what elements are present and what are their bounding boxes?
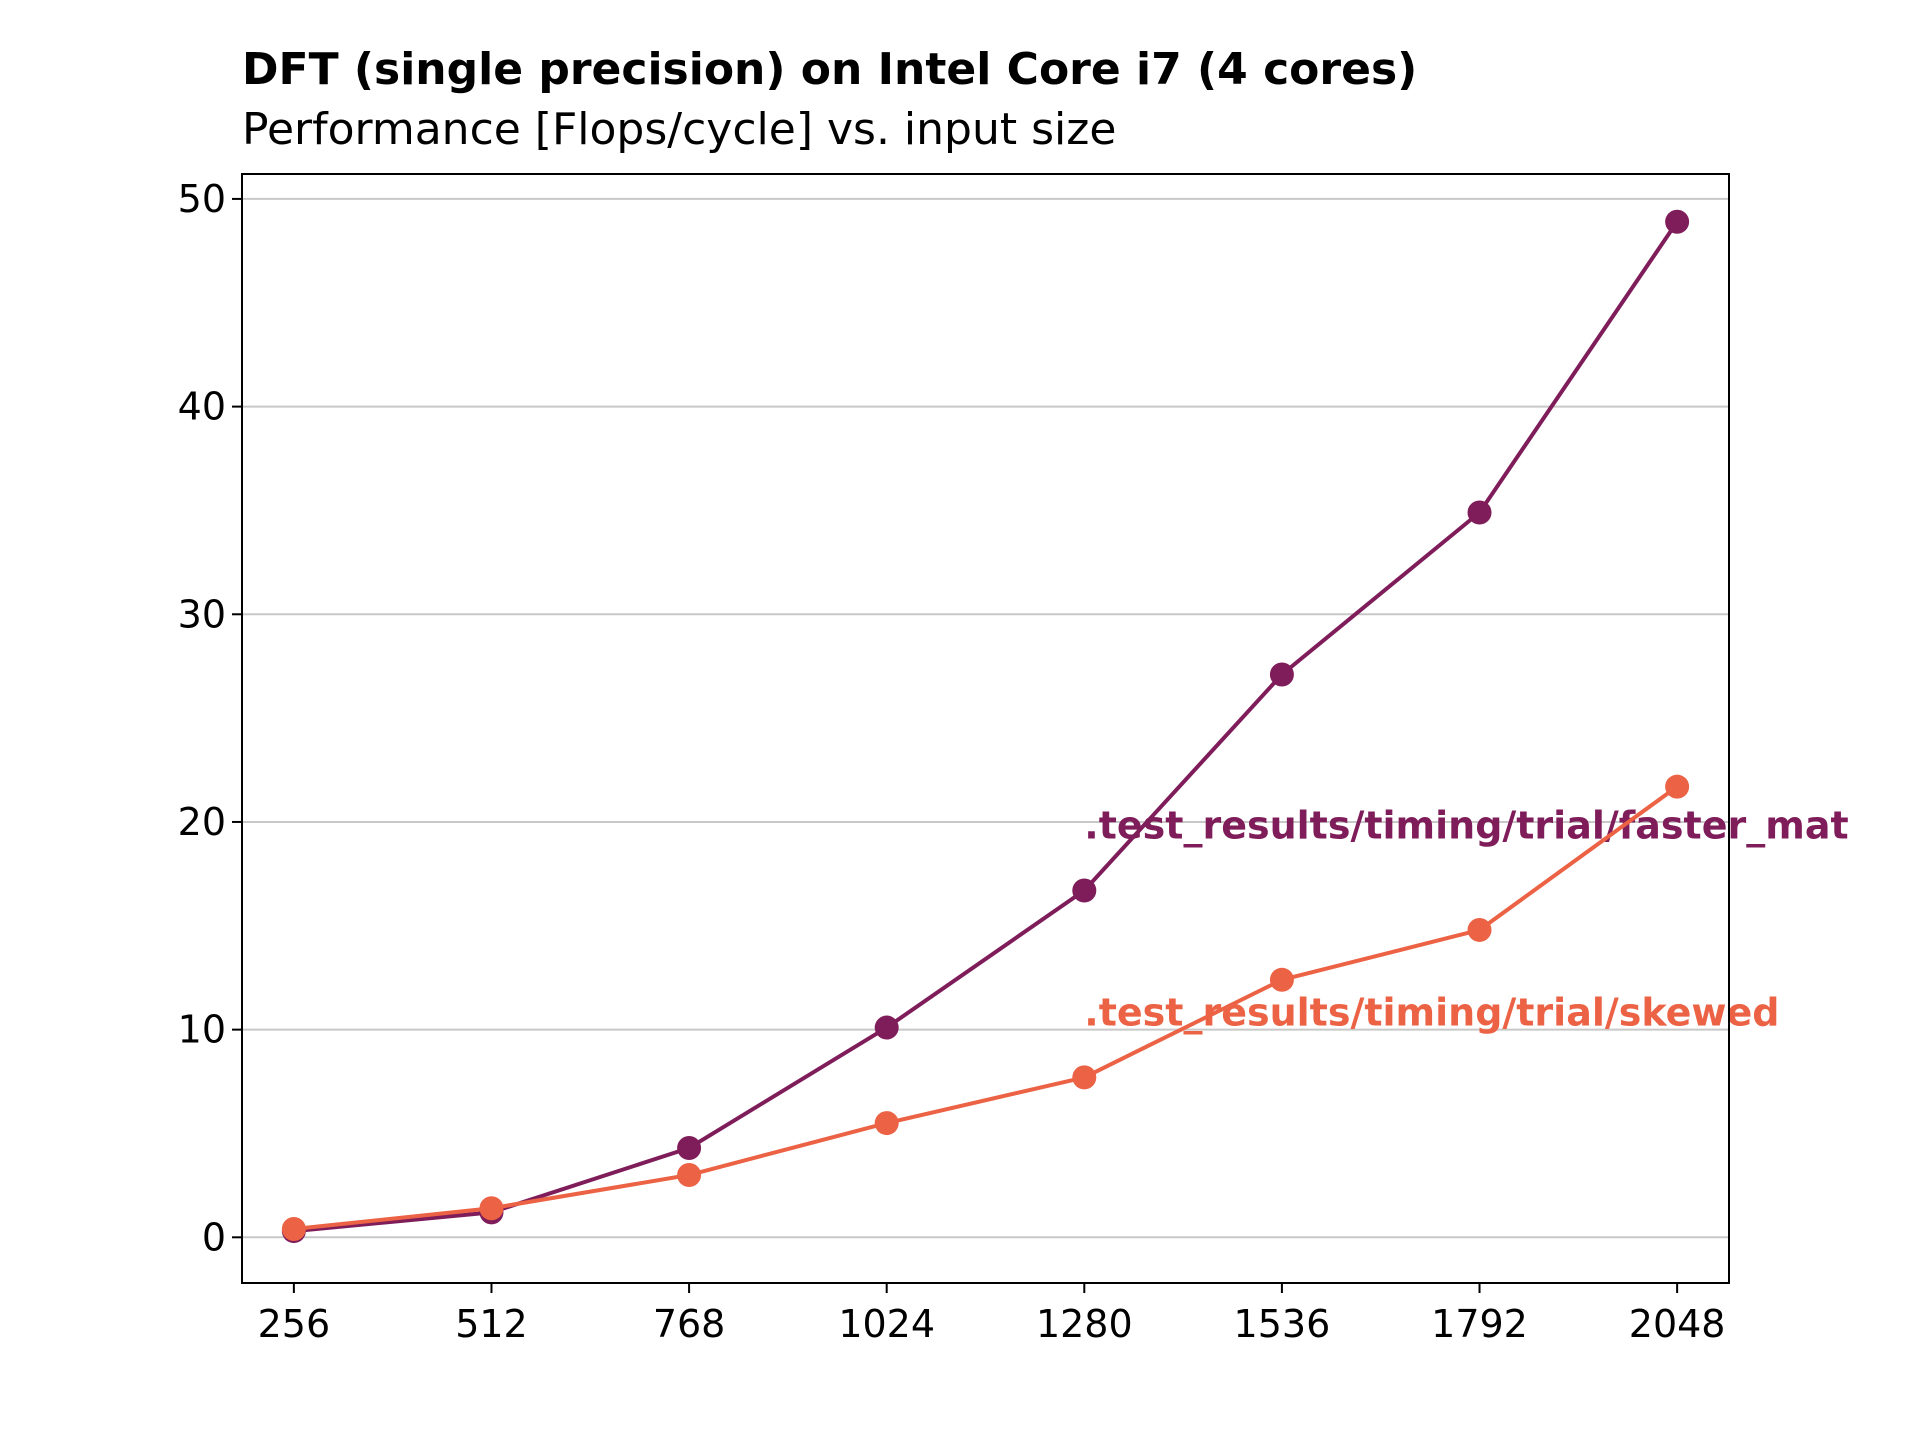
series-1: .test_results/timing/trial/faster_mat (281, 209, 1849, 1244)
gridlines (242, 197, 1729, 1239)
x-tick-label: 1792 (1431, 1302, 1528, 1346)
series-2: .test_results/timing/trial/skewed (281, 774, 1779, 1242)
data-point (874, 1111, 899, 1136)
chart-title: DFT (single precision) on Intel Core i7 … (242, 44, 1418, 95)
y-tick-label: 30 (178, 592, 226, 636)
series-label: .test_results/timing/trial/faster_mat (1084, 804, 1848, 848)
x-tick-label: 1024 (838, 1302, 935, 1346)
data-point (281, 1217, 306, 1242)
axis-ticks: 0 10 20 30 40 50 256 512 768 1024 1280 1536 1792 2048 (178, 177, 1726, 1346)
data-point (1269, 967, 1294, 992)
data-point (677, 1163, 702, 1188)
x-tick-label: 1280 (1036, 1302, 1133, 1346)
series-layer: .test_results/timing/trial/faster_mat .te… (281, 209, 1849, 1244)
x-tick-label: 512 (455, 1302, 528, 1346)
y-tick-label: 50 (178, 177, 226, 221)
plot-frame (241, 173, 1730, 1284)
y-tick-label: 0 (202, 1215, 226, 1259)
chart-subtitle: Performance [Flops/cycle] vs. input size (242, 104, 1117, 155)
x-tick-label: 1536 (1234, 1302, 1331, 1346)
data-point (1467, 500, 1492, 525)
data-point (677, 1136, 702, 1161)
series-label: .test_results/timing/trial/skewed (1084, 990, 1779, 1034)
y-tick-label: 20 (178, 800, 226, 844)
data-point (1467, 917, 1492, 942)
data-point (1269, 662, 1294, 687)
x-tick-label: 256 (258, 1302, 331, 1346)
data-point (1665, 774, 1690, 799)
x-tick-label: 768 (653, 1302, 726, 1346)
series-line (293, 785, 1679, 1231)
data-point (1072, 878, 1097, 903)
series-line (293, 220, 1679, 1234)
data-point (1665, 209, 1690, 234)
y-tick-label: 40 (178, 385, 226, 429)
y-tick-label: 10 (178, 1008, 226, 1052)
x-tick-label: 2048 (1629, 1302, 1726, 1346)
data-point (1072, 1065, 1097, 1090)
data-point (874, 1015, 899, 1040)
data-point (479, 1196, 504, 1221)
